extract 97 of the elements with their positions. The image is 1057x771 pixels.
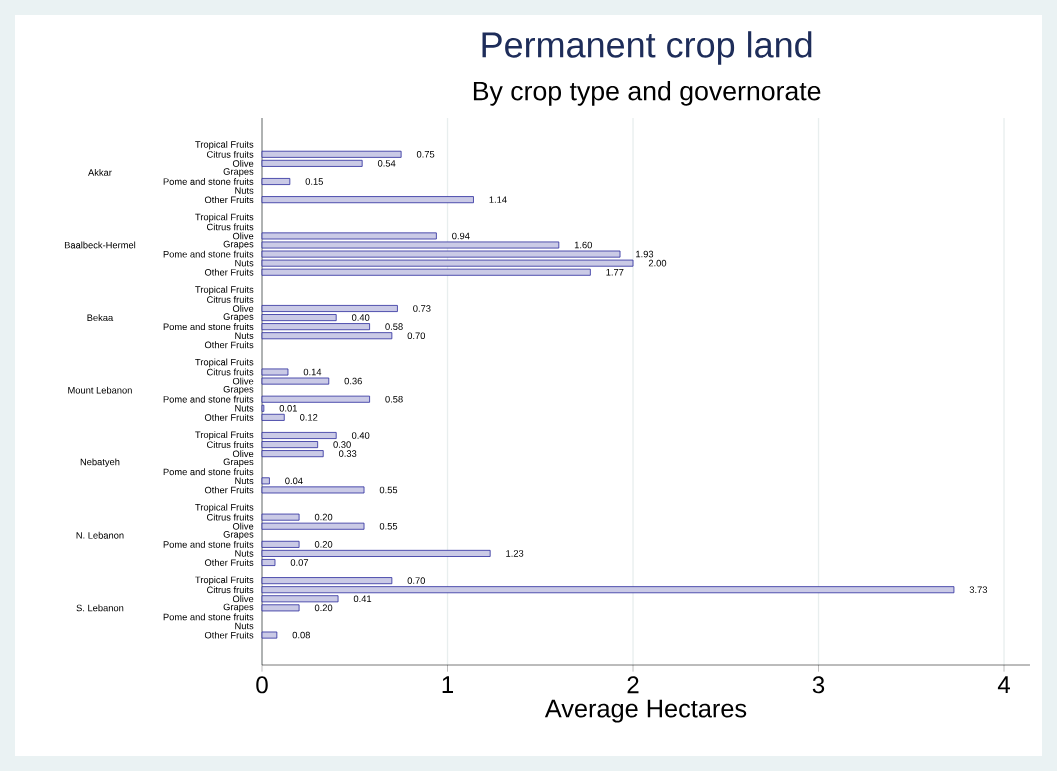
text: Baalbeck-Hermel [64, 241, 136, 249]
y-tick-label: Citrus fruits [207, 441, 254, 448]
x-tick-label: 1 [442, 676, 454, 693]
y-tick-label: Citrus fruits [207, 368, 254, 376]
data-label: 0.20 [314, 604, 333, 612]
chart-subtitle: By crop type and governorate [473, 80, 821, 106]
data-label: 0.40 [351, 432, 370, 439]
y-tick-label: Tropical Fruits [195, 140, 254, 150]
text: N. Lebanon [76, 531, 124, 539]
y-tick-label: Pome and stone fruits [163, 395, 254, 403]
y-tick-label: Pome and stone fruits [163, 323, 254, 331]
y-tick-label: Tropical Fruits [195, 213, 254, 223]
data-label: 0.08 [292, 631, 310, 639]
y-tick-label: Grapes [223, 313, 254, 322]
y-tick-label: Pome and stone fruits [163, 250, 254, 258]
y-tick-label: Other Fruits [204, 559, 254, 566]
y-tick-label: Grapes [223, 385, 254, 395]
y-tick-label: Nuts [235, 550, 254, 557]
data-label: 1.14 [489, 196, 507, 203]
y-tick-label: Tropical Fruits [195, 286, 254, 295]
y-tick-label: Nuts [235, 622, 254, 630]
y-tick-label: Other Fruits [204, 486, 254, 494]
y-tick-label: Olive [232, 377, 254, 385]
data-label: 0.30 [333, 441, 351, 448]
data-label: 0.20 [314, 513, 333, 521]
x-tick-label: 2 [627, 676, 639, 694]
y-tick-label: Pome and stone fruits [163, 178, 254, 185]
data-label: 0.07 [290, 559, 309, 566]
y-tick-label: Citrus fruits [207, 513, 254, 521]
y-tick-label: Citrus fruits [207, 223, 254, 231]
data-label: 0.36 [344, 377, 362, 385]
data-label: 3.73 [969, 586, 988, 594]
y-tick-label: Pome and stone fruits [163, 613, 254, 621]
y-tick-label: Other Fruits [204, 341, 254, 349]
data-label: 0.75 [416, 151, 435, 158]
data-label: 2.00 [648, 259, 667, 267]
y-tick-label: Olive [232, 450, 254, 458]
data-label: 0.70 [407, 332, 426, 340]
y-tick-label: Other Fruits [204, 196, 254, 204]
data-label: 0.12 [300, 414, 318, 421]
data-label: 0.01 [279, 405, 297, 412]
y-tick-label: Olive [232, 232, 254, 240]
text: Bekaa [87, 314, 114, 321]
data-label: 0.70 [407, 577, 426, 584]
data-label: 0.58 [385, 395, 403, 403]
data-label: 0.40 [351, 314, 370, 321]
y-tick-label: Grapes [223, 168, 254, 177]
data-label: 0.58 [385, 323, 403, 330]
y-tick-label: Citrus fruits [207, 150, 254, 158]
y-tick-label: Nuts [235, 332, 254, 339]
y-tick-label: Nuts [235, 405, 254, 412]
y-tick-label: Other Fruits [204, 268, 254, 276]
data-label: 0.94 [452, 232, 470, 240]
y-tick-label: Tropical Fruits [195, 503, 254, 513]
data-label: 0.41 [353, 595, 372, 603]
y-tick-label: Nuts [235, 259, 254, 267]
y-tick-label: Tropical Fruits [195, 431, 254, 440]
y-tick-label: Pome and stone fruits [163, 468, 254, 476]
y-tick-label: Olive [232, 305, 254, 312]
data-label: 0.04 [285, 477, 303, 485]
y-tick-label: Olive [232, 159, 254, 167]
y-tick-label: Citrus fruits [207, 296, 254, 303]
y-tick-label: Grapes [223, 240, 254, 250]
data-label: 0.20 [314, 541, 333, 548]
data-label: 0.55 [379, 486, 398, 494]
x-tick-label: 3 [812, 676, 825, 694]
y-tick-label: Grapes [223, 458, 254, 467]
chart-title: Permanent crop land [482, 31, 812, 65]
data-label: 0.14 [303, 368, 322, 376]
y-tick-label: Olive [232, 522, 254, 530]
x-tick-label: 4 [997, 676, 1010, 693]
data-label: 0.54 [377, 160, 396, 167]
y-tick-label: Nuts [235, 187, 254, 194]
y-tick-label: Nuts [235, 477, 254, 485]
text: S. Lebanon [76, 604, 124, 612]
y-tick-label: Olive [232, 595, 254, 603]
y-tick-label: Tropical Fruits [195, 358, 254, 368]
y-tick-label: Other Fruits [204, 413, 254, 421]
y-tick-label: Grapes [223, 603, 254, 613]
y-tick-label: Other Fruits [204, 631, 254, 639]
y-tick-label: Tropical Fruits [195, 576, 254, 585]
y-tick-label: Pome and stone fruits [163, 540, 254, 548]
text: Akkar [88, 169, 112, 176]
y-tick-label: Grapes [223, 531, 254, 540]
text: Mount Lebanon [68, 386, 132, 394]
text: Nebatyeh [80, 458, 120, 468]
data-label: 0.33 [338, 450, 357, 457]
x-axis-title: Average Hectares [544, 699, 747, 723]
y-tick-label: Citrus fruits [207, 586, 254, 594]
data-label: 1.77 [606, 269, 624, 276]
data-label: 1.60 [574, 241, 592, 249]
data-label: 0.15 [305, 178, 323, 185]
data-label: 0.73 [413, 305, 431, 312]
data-label: 1.23 [506, 550, 524, 557]
x-tick-label: 0 [256, 676, 268, 694]
data-label: 1.93 [636, 250, 654, 258]
data-label: 0.55 [379, 522, 398, 530]
